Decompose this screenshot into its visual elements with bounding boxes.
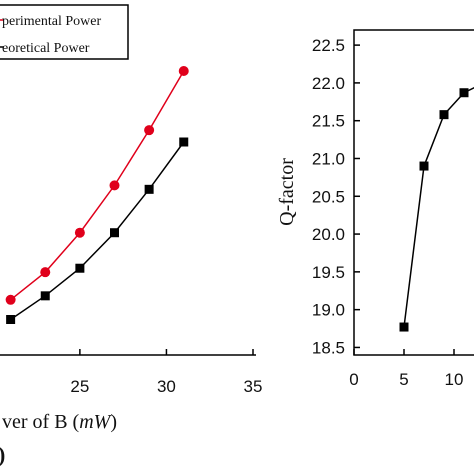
left-series-0-point [178, 66, 189, 76]
left-series-line-0 [10, 70, 185, 301]
left-x-tick-label: 35 [244, 377, 263, 396]
right-y-tick-label: 21.0 [312, 149, 345, 168]
power-chart: 25 30 35 ver of B (mW) ) perimental Power … [0, 4, 263, 467]
right-plot-frame [353, 29, 474, 356]
right-y-tick-label: 21.5 [312, 112, 345, 131]
left-series-1-point [179, 137, 189, 147]
panel-label: ) [0, 442, 5, 467]
right-series-point [439, 110, 449, 120]
right-series-line [403, 86, 474, 328]
right-series-point [399, 322, 409, 332]
q-factor-chart: 18.5 19.0 19.5 20.0 20.5 21.0 21.5 22.0 22.5 0 5 1… [276, 29, 474, 389]
right-x-tick-label: 5 [399, 370, 408, 389]
right-y-tick-label: 19.0 [312, 301, 345, 320]
legend-box [0, 4, 129, 60]
right-y-tick-label: 18.5 [312, 338, 345, 357]
right-y-tick-label: 19.5 [312, 263, 345, 282]
right-y-tick-label: 20.5 [312, 187, 345, 206]
left-series-1-point [6, 315, 16, 324]
right-series-point [459, 88, 469, 98]
left-series-1-point [75, 263, 85, 273]
left-series-group [5, 66, 189, 324]
right-y-axis-title: Q-factor [276, 158, 298, 226]
left-x-axis-title: ver of B (mW) [2, 411, 117, 433]
left-series-1-point [110, 228, 119, 238]
right-x-tick-label: 10 [445, 370, 464, 389]
right-series-group [399, 86, 474, 332]
right-y-tick-label: 22.0 [312, 74, 345, 93]
left-x-tick-label: 30 [157, 377, 176, 396]
left-series-line-1 [10, 141, 185, 321]
left-series-0-point [144, 125, 155, 136]
right-y-tick-label: 20.0 [312, 225, 345, 244]
left-series-0-point [74, 227, 85, 238]
right-x-ticks: 0 5 10 [349, 349, 463, 389]
left-series-0-point [40, 267, 51, 278]
left-x-tick-label: 25 [70, 377, 89, 396]
left-x-ticks: 25 30 35 [70, 349, 263, 396]
left-series-1-point [144, 184, 154, 194]
right-series-point [419, 161, 429, 171]
legend-label-experimental: perimental Power [2, 14, 101, 29]
right-y-ticks: 18.5 19.0 19.5 20.0 20.5 21.0 21.5 22.0 22.5 [312, 36, 360, 357]
left-series-0-point [109, 180, 120, 191]
left-series-1-point [40, 291, 50, 301]
left-series-0-point [5, 294, 16, 305]
legend-label-theoretical: eoretical Power [2, 41, 90, 56]
right-y-tick-label: 22.5 [312, 36, 345, 55]
legend: perimental Power eoretical Power [0, 4, 129, 60]
right-x-tick-label: 0 [349, 370, 358, 389]
